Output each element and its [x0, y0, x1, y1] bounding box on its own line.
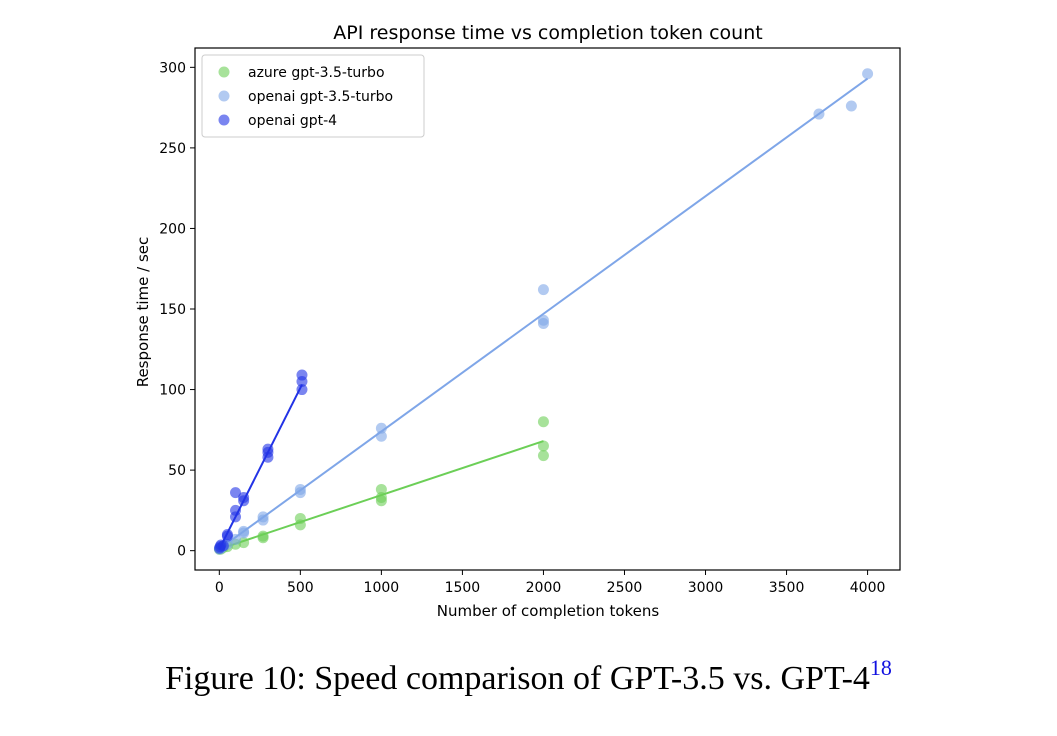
x-tick-label: 1000 [364, 580, 400, 596]
series-2 [213, 369, 308, 554]
legend-marker [218, 114, 230, 126]
legend-label: azure gpt-3.5-turbo [248, 65, 385, 81]
x-tick-label: 3000 [688, 580, 724, 596]
legend-label: openai gpt-3.5-turbo [248, 89, 393, 105]
caption-text: Figure 10: Speed comparison of GPT-3.5 v… [165, 660, 870, 697]
x-tick-label: 0 [215, 580, 224, 596]
legend-label: openai gpt-4 [248, 113, 337, 129]
y-tick-label: 250 [159, 141, 186, 157]
data-point [862, 68, 874, 80]
data-point [296, 369, 308, 381]
x-tick-label: 1500 [445, 580, 481, 596]
data-point [537, 416, 549, 428]
scatter-chart: API response time vs completion token co… [134, 22, 901, 620]
x-tick-label: 2500 [607, 580, 643, 596]
y-tick-label: 0 [177, 544, 186, 560]
x-tick-label: 500 [287, 580, 314, 596]
data-point [845, 100, 857, 112]
y-axis-label: Response time / sec [134, 237, 152, 388]
data-point [230, 487, 242, 499]
data-point [375, 483, 387, 495]
legend-marker [218, 90, 230, 102]
y-tick-label: 100 [159, 383, 186, 399]
figure-caption: Figure 10: Speed comparison of GPT-3.5 v… [0, 655, 1057, 698]
legend-marker [218, 66, 230, 78]
footnote-marker[interactable]: 18 [869, 655, 892, 680]
trend-line [218, 384, 303, 550]
x-tick-label: 3500 [769, 580, 805, 596]
legend: azure gpt-3.5-turbo openai gpt-3.5-turbo o… [201, 54, 425, 138]
data-point [537, 440, 549, 452]
y-tick-label: 50 [168, 463, 186, 479]
y-tick-label: 150 [159, 302, 186, 318]
data-point [537, 314, 549, 326]
data-point [537, 450, 549, 462]
x-tick-label: 4000 [850, 580, 886, 596]
legend-box [201, 54, 425, 138]
trend-line [218, 77, 869, 550]
x-axis-label: Number of completion tokens [437, 602, 660, 620]
chart-title: API response time vs completion token co… [333, 22, 762, 44]
data-point [537, 284, 549, 296]
data-point [375, 422, 387, 434]
x-tick-label: 2000 [526, 580, 562, 596]
y-tick-label: 200 [159, 221, 186, 237]
y-tick-label: 300 [159, 60, 186, 76]
trend-line [218, 440, 544, 551]
series-1 [213, 68, 874, 555]
